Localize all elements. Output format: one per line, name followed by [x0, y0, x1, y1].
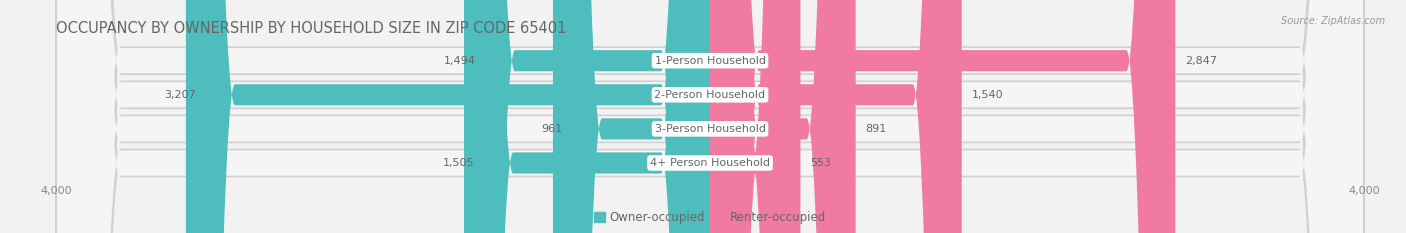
Text: 1-Person Household: 1-Person Household — [655, 56, 765, 66]
Legend: Owner-occupied, Renter-occupied: Owner-occupied, Renter-occupied — [589, 206, 831, 229]
FancyBboxPatch shape — [56, 0, 1364, 233]
FancyBboxPatch shape — [710, 0, 962, 233]
FancyBboxPatch shape — [464, 0, 710, 233]
FancyBboxPatch shape — [56, 0, 1364, 233]
Text: 1,505: 1,505 — [443, 158, 474, 168]
Text: 4+ Person Household: 4+ Person Household — [650, 158, 770, 168]
FancyBboxPatch shape — [56, 0, 1364, 233]
Text: 891: 891 — [866, 124, 887, 134]
Text: 961: 961 — [541, 124, 562, 134]
FancyBboxPatch shape — [56, 0, 1364, 233]
Text: 1,494: 1,494 — [444, 56, 475, 66]
FancyBboxPatch shape — [58, 0, 1362, 233]
Text: 553: 553 — [810, 158, 831, 168]
FancyBboxPatch shape — [58, 0, 1362, 233]
Text: 3-Person Household: 3-Person Household — [655, 124, 765, 134]
FancyBboxPatch shape — [465, 0, 710, 233]
Text: 3,207: 3,207 — [165, 90, 195, 100]
FancyBboxPatch shape — [553, 0, 710, 233]
FancyBboxPatch shape — [58, 0, 1362, 233]
FancyBboxPatch shape — [710, 0, 1175, 233]
Text: Source: ZipAtlas.com: Source: ZipAtlas.com — [1281, 16, 1385, 26]
Text: 2-Person Household: 2-Person Household — [654, 90, 766, 100]
Text: OCCUPANCY BY OWNERSHIP BY HOUSEHOLD SIZE IN ZIP CODE 65401: OCCUPANCY BY OWNERSHIP BY HOUSEHOLD SIZE… — [56, 21, 567, 36]
FancyBboxPatch shape — [710, 0, 800, 233]
FancyBboxPatch shape — [186, 0, 710, 233]
Text: 1,540: 1,540 — [972, 90, 1002, 100]
FancyBboxPatch shape — [58, 0, 1362, 233]
Text: 2,847: 2,847 — [1185, 56, 1218, 66]
FancyBboxPatch shape — [710, 0, 856, 233]
